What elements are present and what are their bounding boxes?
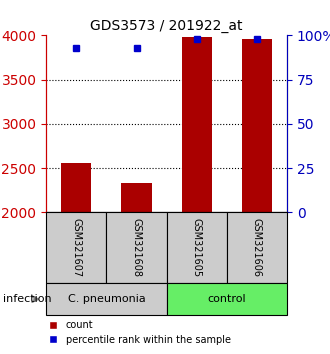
Text: GSM321605: GSM321605 — [192, 218, 202, 278]
Text: GSM321608: GSM321608 — [132, 218, 142, 277]
Legend: count, percentile rank within the sample: count, percentile rank within the sample — [45, 316, 235, 349]
Bar — [242, 39, 272, 212]
Bar — [61, 163, 91, 212]
Text: GSM321607: GSM321607 — [71, 218, 81, 278]
Text: control: control — [208, 294, 246, 304]
Text: infection: infection — [3, 294, 52, 304]
Title: GDS3573 / 201922_at: GDS3573 / 201922_at — [90, 19, 243, 33]
Text: GSM321606: GSM321606 — [252, 218, 262, 277]
Bar — [182, 37, 212, 212]
Text: C. pneumonia: C. pneumonia — [68, 294, 145, 304]
Bar — [121, 183, 151, 212]
